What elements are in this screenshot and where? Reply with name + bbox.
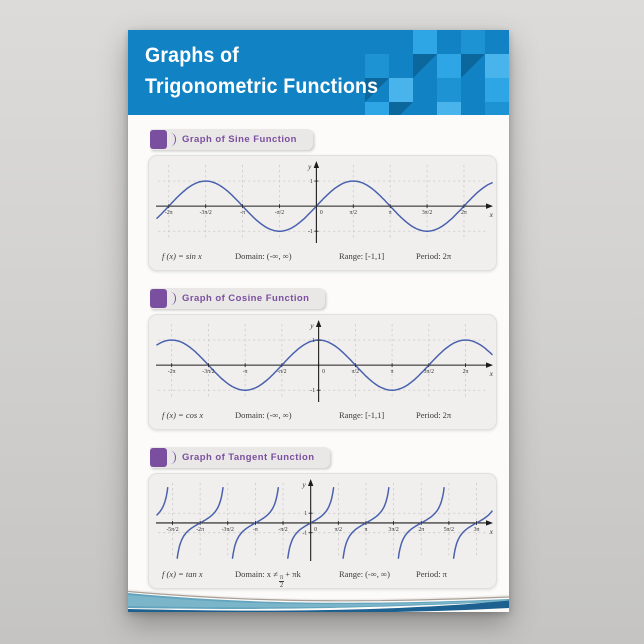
chevron-arc-icon: [170, 451, 176, 464]
svg-text:π: π: [364, 527, 367, 533]
function-facts: f (x) = tan x Domain: x ≠ π 2 + πk Range: (-∞…: [162, 569, 496, 589]
svg-text:5π/2: 5π/2: [443, 527, 453, 533]
svg-text:-2π: -2π: [196, 527, 204, 533]
period-fact: Period: π: [416, 569, 447, 579]
section-title: Graph of Sine Function: [182, 134, 297, 146]
svg-text:y: y: [309, 321, 314, 330]
svg-text:0: 0: [322, 369, 325, 375]
graph-card: -5π/2 -2π -3π/2 -π -π/2 0 π/2 π 3π/2 2π 5π/2 3π 1 -1 x…: [148, 473, 497, 589]
bookmark-icon: [150, 289, 167, 308]
svg-text:y: y: [301, 480, 306, 489]
svg-text:π: π: [390, 369, 393, 375]
domain-fact: Domain: (-∞, ∞): [235, 251, 292, 261]
svg-text:x: x: [488, 210, 493, 219]
svg-text:-1: -1: [310, 388, 315, 394]
svg-text:x: x: [488, 527, 493, 536]
svg-text:π: π: [388, 210, 391, 216]
chevron-arc-icon: [170, 133, 176, 146]
formula: f (x) = sin x: [162, 251, 202, 261]
section-title: Graph of Cosine Function: [182, 293, 310, 305]
period-fact: Period: 2π: [416, 251, 452, 261]
cosine-plot: -2π -3π/2 -π -π/2 0 π/2 π 3π/2 2π 1 -1 x y: [155, 320, 493, 402]
svg-text:y: y: [307, 162, 312, 171]
poster-title-line2: Trigonometric Functions: [145, 75, 379, 98]
poster-title: Graphs of Trigonometric Functions: [145, 40, 378, 102]
graph-card: -2π -3π/2 -π -π/2 0 π/2 π 3π/2 2π 1 -1 x y f (x) = s…: [148, 155, 497, 271]
svg-text:1: 1: [312, 338, 315, 344]
svg-text:-π/2: -π/2: [277, 369, 286, 375]
domain-fact: Domain: x ≠ π 2 + πk: [235, 569, 301, 590]
section-cosine: Graph of Cosine Function -2π -3π/2 -π -π/2 0…: [148, 288, 509, 430]
bookmark-icon: [150, 130, 167, 149]
svg-text:-3π/2: -3π/2: [202, 369, 214, 375]
bookmark-icon: [150, 448, 167, 467]
svg-text:π/2: π/2: [334, 527, 342, 533]
period-fact: Period: 2π: [416, 410, 452, 420]
function-facts: f (x) = sin x Domain: (-∞, ∞) Range: [-1,1…: [162, 251, 496, 261]
svg-text:-2π: -2π: [164, 210, 172, 216]
section-title: Graph of Tangent Function: [182, 452, 315, 464]
svg-text:0: 0: [314, 527, 317, 533]
tangent-plot: -5π/2 -2π -3π/2 -π -π/2 0 π/2 π 3π/2 2π 5π/2 3π 1 -1 x…: [155, 479, 493, 561]
svg-text:1: 1: [309, 179, 312, 185]
sine-plot: -2π -3π/2 -π -π/2 0 π/2 π 3π/2 2π 1 -1 x y: [155, 161, 493, 243]
chevron-arc-icon: [170, 292, 176, 305]
formula: f (x) = cos x: [162, 410, 204, 420]
svg-text:-5π/2: -5π/2: [166, 527, 178, 533]
formula: f (x) = tan x: [162, 569, 203, 579]
poster-header: Graphs of Trigonometric Functions: [128, 30, 509, 115]
domain-fact: Domain: (-∞, ∞): [235, 410, 292, 420]
poster-title-line1: Graphs of: [145, 44, 239, 67]
poster-body: Graph of Sine Function -2π -3π/2 -π -π/2 0 π/…: [128, 115, 509, 589]
svg-text:0: 0: [319, 210, 322, 216]
svg-text:2π: 2π: [462, 369, 468, 375]
svg-text:-π: -π: [252, 527, 257, 533]
range-fact: Range: [-1,1]: [339, 251, 385, 261]
section-sine: Graph of Sine Function -2π -3π/2 -π -π/2 0 π/…: [148, 129, 509, 271]
svg-text:-π/2: -π/2: [274, 210, 283, 216]
poster: Graphs of Trigonometric Functions Graph …: [128, 30, 509, 612]
svg-text:π/2: π/2: [349, 210, 357, 216]
svg-text:1: 1: [304, 511, 307, 517]
svg-text:-1: -1: [308, 229, 313, 235]
section-title-tab: Graph of Sine Function: [150, 129, 313, 150]
graph-card: -2π -3π/2 -π -π/2 0 π/2 π 3π/2 2π 1 -1 x y f (x) = c…: [148, 314, 497, 430]
svg-text:π/2: π/2: [351, 369, 359, 375]
section-title-tab: Graph of Tangent Function: [150, 447, 331, 468]
svg-text:2π: 2π: [418, 527, 424, 533]
svg-text:x: x: [488, 369, 493, 378]
pixel-checker-pattern: [365, 30, 509, 115]
svg-text:-2π: -2π: [167, 369, 175, 375]
svg-text:-3π/2: -3π/2: [199, 210, 211, 216]
section-tangent: Graph of Tangent Function -5π/2 -2π -3π/2-…: [148, 447, 509, 589]
svg-text:3π/2: 3π/2: [388, 527, 398, 533]
footer-wave-decoration: [128, 589, 509, 612]
range-fact: Range: (-∞, ∞): [339, 569, 390, 579]
svg-text:-π: -π: [242, 369, 247, 375]
svg-text:-π/2: -π/2: [278, 527, 287, 533]
svg-text:2π: 2π: [461, 210, 467, 216]
svg-text:-3π/2: -3π/2: [221, 527, 233, 533]
function-facts: f (x) = cos x Domain: (-∞, ∞) Range: [-1,1…: [162, 410, 496, 420]
svg-text:-1: -1: [302, 531, 307, 537]
svg-text:-π: -π: [240, 210, 245, 216]
section-title-tab: Graph of Cosine Function: [150, 288, 326, 309]
svg-text:3π/2: 3π/2: [423, 369, 433, 375]
svg-text:3π/2: 3π/2: [421, 210, 431, 216]
svg-text:3π: 3π: [473, 527, 479, 533]
range-fact: Range: [-1,1]: [339, 410, 385, 420]
